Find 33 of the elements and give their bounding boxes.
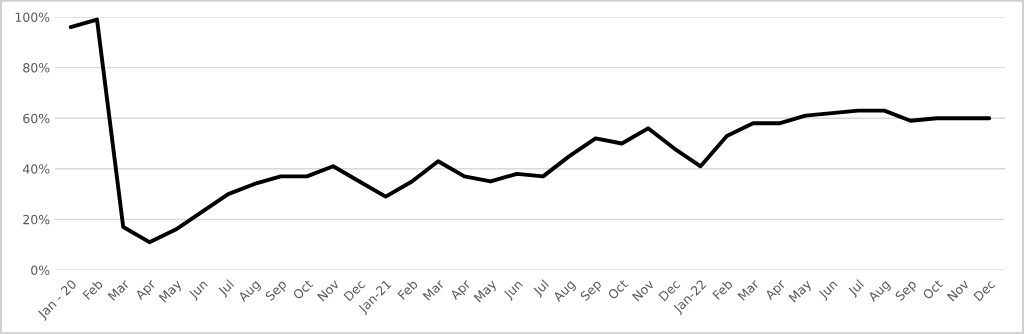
x-tick-label: Feb (82, 278, 104, 300)
x-tick-label: Sep (579, 278, 604, 303)
x-tick-label: Jul (532, 279, 551, 298)
x-tick-label: Jun (187, 279, 210, 302)
x-tick-label: Mar (107, 278, 131, 301)
x-tick-label: Aug (552, 279, 578, 305)
x-tick-label: Feb (712, 278, 734, 300)
x-tick-label: Aug (237, 279, 263, 305)
x-tick-label: Feb (397, 278, 419, 300)
x-tick-label: Jun (502, 279, 525, 302)
x-tick-label: Jul (846, 279, 866, 298)
x-tick-label: Mar (422, 278, 445, 301)
x-tick-label: Apr (449, 278, 473, 303)
x-tick-label: Jul (217, 279, 236, 298)
y-tick-label: 100% (15, 12, 50, 22)
x-tick-label: Sep (264, 278, 289, 303)
x-tick-label: Oct (292, 278, 314, 300)
x-tick-label: Mar (737, 278, 760, 301)
x-tick-label: Jan - 20 (36, 279, 79, 321)
y-tick-label: 60% (23, 113, 50, 124)
y-tick-label: 20% (23, 214, 50, 225)
y-tick-label: 0% (31, 265, 50, 275)
x-tick-label: Apr (134, 278, 159, 303)
x-tick-label: Aug (867, 279, 893, 305)
x-tick-label: Apr (764, 278, 788, 303)
x-tick-label: Oct (922, 278, 944, 300)
y-tick-label: 40% (22, 164, 50, 174)
x-tick-label: Oct (607, 278, 629, 300)
x-tick-label: Sep (894, 278, 919, 303)
x-tick-label: Dec (973, 279, 996, 302)
y-tick-label: 80% (23, 63, 50, 73)
x-tick-label: Jun (817, 279, 840, 302)
line-series (68, 17, 992, 245)
